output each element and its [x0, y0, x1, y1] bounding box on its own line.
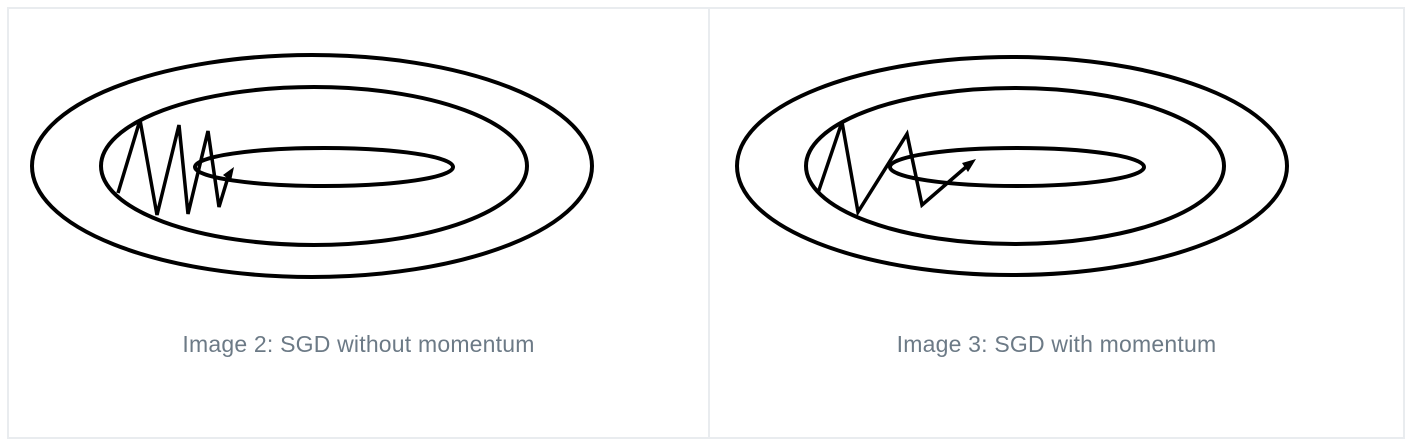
- contour-inner: [193, 146, 455, 188]
- path-arrowhead: [962, 159, 976, 172]
- contour-middle: [99, 85, 529, 247]
- figure-caption: Image 2: SGD without momentum: [182, 331, 535, 357]
- sgd-with-momentum-diagram: [710, 9, 1403, 309]
- contour-outer: [735, 55, 1289, 277]
- figure-cell-with-momentum: Image 3: SGD with momentum: [710, 9, 1403, 437]
- figure-caption: Image 3: SGD with momentum: [896, 331, 1217, 357]
- path-arrowhead: [223, 167, 234, 181]
- sgd-path: [116, 119, 231, 216]
- sgd-without-momentum-diagram: [9, 9, 708, 309]
- contour-outer: [30, 53, 594, 279]
- contour-middle: [804, 86, 1226, 246]
- figure-cell-without-momentum: Image 2: SGD without momentum: [9, 9, 710, 437]
- momentum-path: [816, 121, 968, 217]
- figure-comparison-table: Image 2: SGD without momentum Image 3: S…: [7, 7, 1405, 439]
- contour-inner: [888, 146, 1146, 188]
